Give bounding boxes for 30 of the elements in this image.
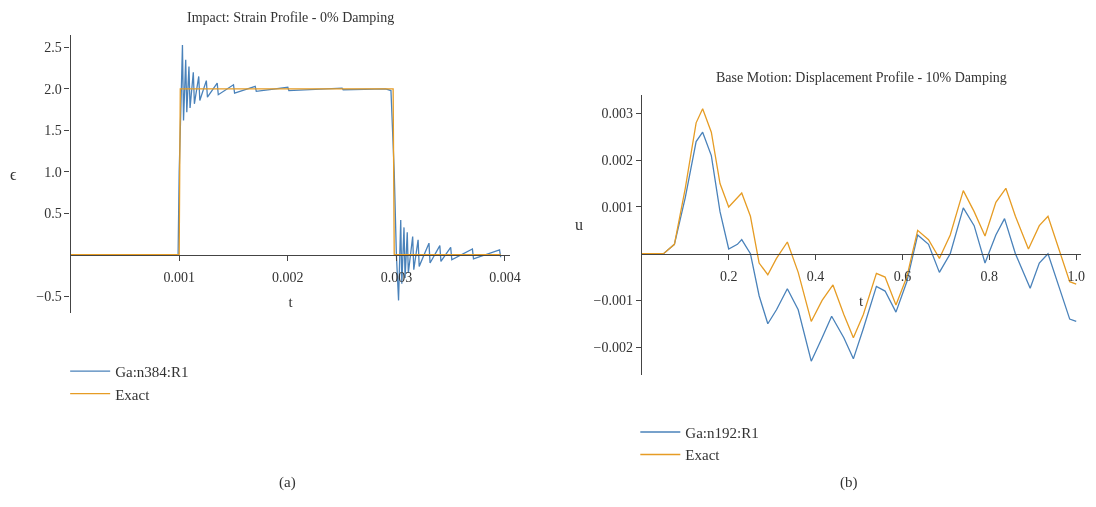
y-tick-label: −0.001 bbox=[593, 293, 633, 309]
legend-label: Exact bbox=[115, 386, 151, 403]
chart-title: Base Motion: Displacement Profile - 10% Damping bbox=[716, 70, 1007, 85]
y-tick-label: 0.003 bbox=[601, 106, 633, 122]
y-tick-label: 2.5 bbox=[44, 40, 62, 56]
x-tick-label: 1.0 bbox=[1067, 268, 1085, 284]
text: (a) bbox=[279, 474, 296, 491]
x-tick-label: 0.004 bbox=[489, 269, 521, 285]
y-tick-label: 0.001 bbox=[601, 199, 633, 215]
legend-label: Ga:n384:R1 bbox=[115, 364, 189, 380]
y-tick-label: 1.5 bbox=[44, 123, 62, 139]
x-tick-label: 0.4 bbox=[806, 268, 825, 284]
y-tick-label: 2.0 bbox=[44, 81, 62, 97]
y-axis-title: u bbox=[575, 216, 583, 233]
text: (b) bbox=[840, 474, 858, 491]
y-tick-label: −0.5 bbox=[36, 289, 62, 305]
x-tick-label: 0.8 bbox=[980, 268, 999, 284]
x-axis-title: t bbox=[859, 292, 865, 309]
x-axis-title: t bbox=[288, 293, 294, 310]
y-tick-label: 1.0 bbox=[44, 164, 62, 180]
legend-label: Exact bbox=[685, 447, 721, 464]
legend-label: Ga:n192:R1 bbox=[685, 424, 759, 441]
x-tick-label: 0.2 bbox=[719, 268, 738, 284]
y-tick-label: −0.002 bbox=[593, 340, 633, 356]
y-axis-title: ϵ bbox=[10, 166, 17, 183]
x-tick-label: 0.002 bbox=[272, 269, 304, 285]
y-tick-label: 0.002 bbox=[601, 153, 633, 169]
y-tick-label: 0.5 bbox=[44, 206, 62, 222]
chart-title: Impact: Strain Profile - 0% Damping bbox=[187, 10, 395, 25]
x-tick-label: 0.001 bbox=[163, 269, 195, 285]
